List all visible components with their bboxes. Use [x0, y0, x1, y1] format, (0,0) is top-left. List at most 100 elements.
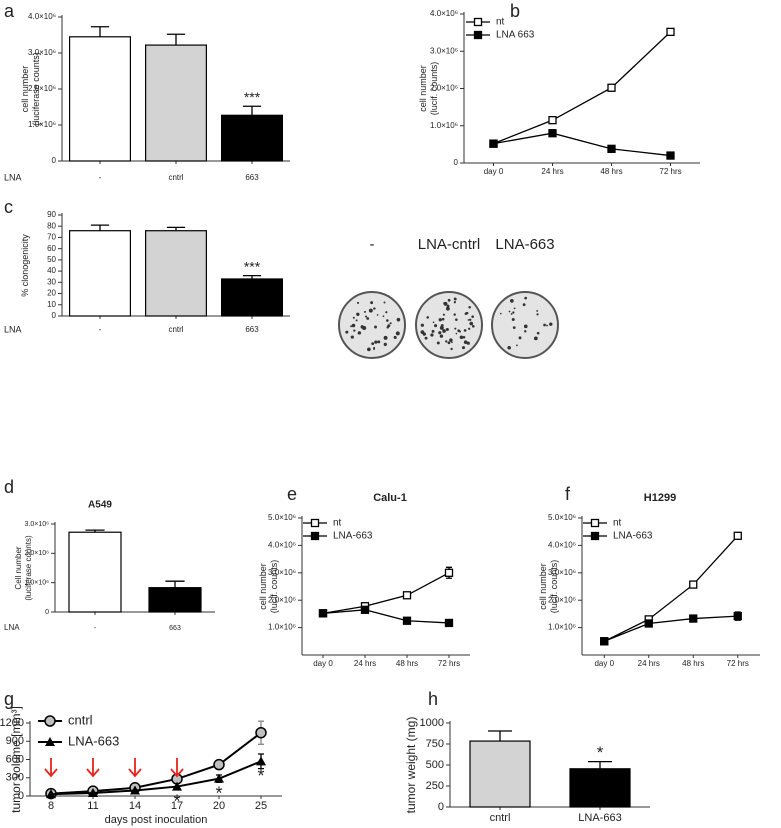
x-tick-label: 24 hrs: [541, 167, 563, 176]
colony: [443, 301, 448, 306]
y-axis-label: tumor weight (mg): [404, 717, 418, 814]
colony: [459, 330, 461, 333]
y-tick-label: 90: [47, 210, 56, 219]
colony: [451, 341, 453, 344]
marker: [444, 568, 454, 577]
marker: [444, 618, 454, 628]
colony: [462, 335, 466, 339]
marker: [689, 614, 698, 623]
marker: [473, 30, 483, 40]
y-tick-label: 4.0×10⁶: [28, 12, 56, 21]
x-axis-label: days post inoculation: [105, 814, 208, 826]
treatment-arrow: [128, 758, 142, 778]
error-bar: [588, 760, 612, 769]
marker: [402, 591, 412, 600]
marker: [590, 531, 600, 541]
x-tick-label: 48 hrs: [396, 659, 418, 668]
marker: [360, 605, 370, 614]
y-tick-label: 3.0×10⁶: [268, 568, 296, 577]
colony: [376, 314, 379, 316]
colony: [536, 313, 539, 316]
colony: [367, 347, 371, 352]
error-bar: [488, 730, 512, 742]
y-axis-label: (luciferase counts): [24, 535, 33, 601]
y-tick-label: 300: [6, 772, 24, 784]
colony: [516, 344, 518, 347]
y-tick-label: 500: [426, 759, 444, 771]
colony: [510, 299, 514, 303]
marker: [666, 27, 675, 37]
legend-label: nt: [613, 518, 622, 529]
colony: [447, 298, 451, 302]
x-tick-label: -: [99, 325, 102, 334]
colony: [387, 324, 391, 328]
y-tick-label: 0: [52, 311, 57, 320]
y-tick-label: 20: [47, 289, 56, 298]
y-axis-label: tumor volume [mm³]: [9, 706, 23, 813]
colony: [395, 331, 400, 336]
series-line: [322, 609, 450, 624]
y-tick-label: 50: [47, 255, 56, 264]
colony: [436, 341, 440, 345]
colony: [422, 332, 426, 336]
marker: [689, 580, 698, 589]
y-axis-label: cell number: [418, 65, 428, 112]
colony: [345, 330, 349, 334]
series-line: [603, 535, 739, 642]
treatment-arrow: [170, 758, 184, 778]
y-tick-label: 10: [47, 300, 56, 309]
marker: [310, 531, 320, 541]
y-axis-label: cell number: [258, 563, 268, 610]
error-bar: [90, 26, 110, 37]
series-line: [50, 731, 262, 795]
series-line: [493, 132, 671, 157]
x-tick-label: 8: [48, 800, 54, 812]
x-tick-label: 72 hrs: [659, 167, 681, 176]
x-tick-label: 48 hrs: [600, 167, 622, 176]
colony: [426, 316, 429, 319]
bar: [221, 114, 284, 162]
error-bar: [165, 580, 185, 588]
colony: [366, 317, 370, 320]
colony: [360, 325, 365, 329]
colony: [382, 315, 385, 318]
colony: [447, 341, 451, 345]
colony: [374, 340, 378, 344]
colony: [371, 342, 375, 346]
colony: [459, 335, 464, 340]
colony: [350, 335, 354, 339]
error-bar: [90, 224, 110, 231]
annotation: ***: [244, 89, 261, 105]
colony: [352, 316, 355, 319]
colony: [434, 324, 438, 328]
x-tick-label: -: [94, 625, 97, 632]
y-tick-label: 3.0×10⁶: [548, 568, 576, 577]
colony: [523, 324, 528, 329]
colony: [465, 311, 469, 315]
y-tick-label: 40: [47, 266, 56, 275]
x-tick-label: 11: [87, 800, 98, 812]
x-tick-label: 48 hrs: [682, 659, 704, 668]
colony: [370, 301, 374, 305]
panel-letter: e: [287, 484, 297, 504]
colony: [386, 319, 389, 322]
y-tick-label: 2.0×10⁶: [268, 595, 296, 604]
row-label: LNA: [4, 324, 22, 334]
panel-letter: a: [4, 1, 15, 21]
colony: [363, 310, 367, 313]
y-axis-label: (luciferase counts): [31, 52, 41, 126]
legend-label: nt: [333, 518, 342, 529]
colony: [439, 325, 444, 330]
colony: [394, 336, 397, 340]
marker: [607, 83, 616, 92]
y-tick-label: 600: [6, 753, 24, 765]
y-tick-label: 2.0×10⁶: [548, 595, 576, 604]
image-label: LNA-663: [495, 236, 554, 253]
marker: [600, 637, 609, 646]
y-tick-label: 0: [454, 158, 459, 167]
y-tick-label: 5.0×10⁶: [268, 513, 296, 522]
colony: [454, 327, 457, 330]
y-tick-label: 250: [426, 780, 444, 792]
bar: [145, 230, 208, 317]
